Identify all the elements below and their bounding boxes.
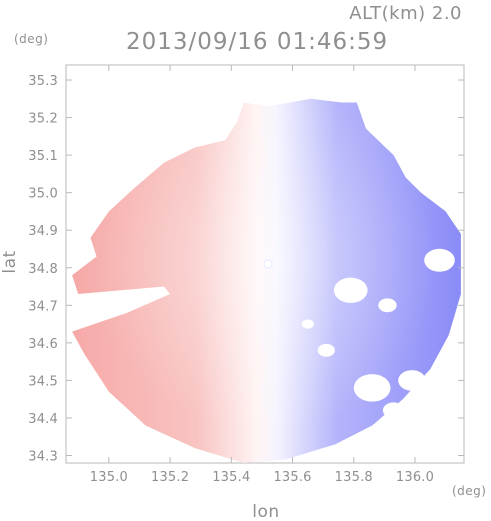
y-tick-label: 34.8 bbox=[28, 262, 58, 277]
radar-center-marker bbox=[263, 259, 273, 269]
x-tick-label: 135.0 bbox=[90, 470, 128, 485]
chart-title-datetime: 2013/09/16 01:46:59 bbox=[126, 29, 388, 55]
y-unit-label: (deg) bbox=[14, 32, 48, 46]
plot-area: 135.0 135.2 135.4 135.6 135.8 136.0 34.334.43… bbox=[28, 64, 465, 485]
y-tick-label: 35.0 bbox=[28, 187, 58, 202]
y-tick-label: 34.7 bbox=[28, 299, 58, 314]
y-axis-ticks: 34.3 34.4 34.5 34.6 34.7 34.8 34.9 35.0 35.1 35.2… bbox=[28, 74, 464, 464]
plot-frame bbox=[65, 64, 465, 464]
x-unit-label: (deg) bbox=[452, 484, 486, 498]
x-axis-label: lon bbox=[252, 502, 279, 521]
y-tick-label: 35.3 bbox=[28, 74, 58, 89]
x-tick-label: 135.4 bbox=[212, 470, 250, 485]
y-tick-label: 34.4 bbox=[28, 412, 58, 427]
y-tick-label: 34.6 bbox=[28, 337, 58, 352]
x-tick-label: 135.8 bbox=[335, 470, 373, 485]
y-tick-label: 35.1 bbox=[28, 149, 58, 164]
x-tick-label: 135.2 bbox=[151, 470, 189, 485]
y-tick-label: 35.2 bbox=[28, 112, 58, 127]
x-tick-label: 135.6 bbox=[273, 470, 311, 485]
y-tick-label: 34.3 bbox=[28, 449, 58, 464]
y-axis-label: lat bbox=[0, 250, 20, 273]
x-tick-label: 136.0 bbox=[396, 470, 434, 485]
y-tick-label: 34.9 bbox=[28, 224, 58, 239]
x-axis-ticks: 135.0 135.2 135.4 135.6 135.8 136.0 bbox=[90, 65, 434, 485]
y-tick-label: 34.5 bbox=[28, 374, 58, 389]
altitude-label: ALT(km) 2.0 bbox=[349, 3, 462, 24]
